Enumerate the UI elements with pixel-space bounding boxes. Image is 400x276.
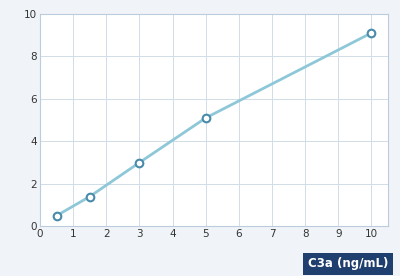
Text: C3a (ng/mL): C3a (ng/mL) [308, 258, 388, 270]
